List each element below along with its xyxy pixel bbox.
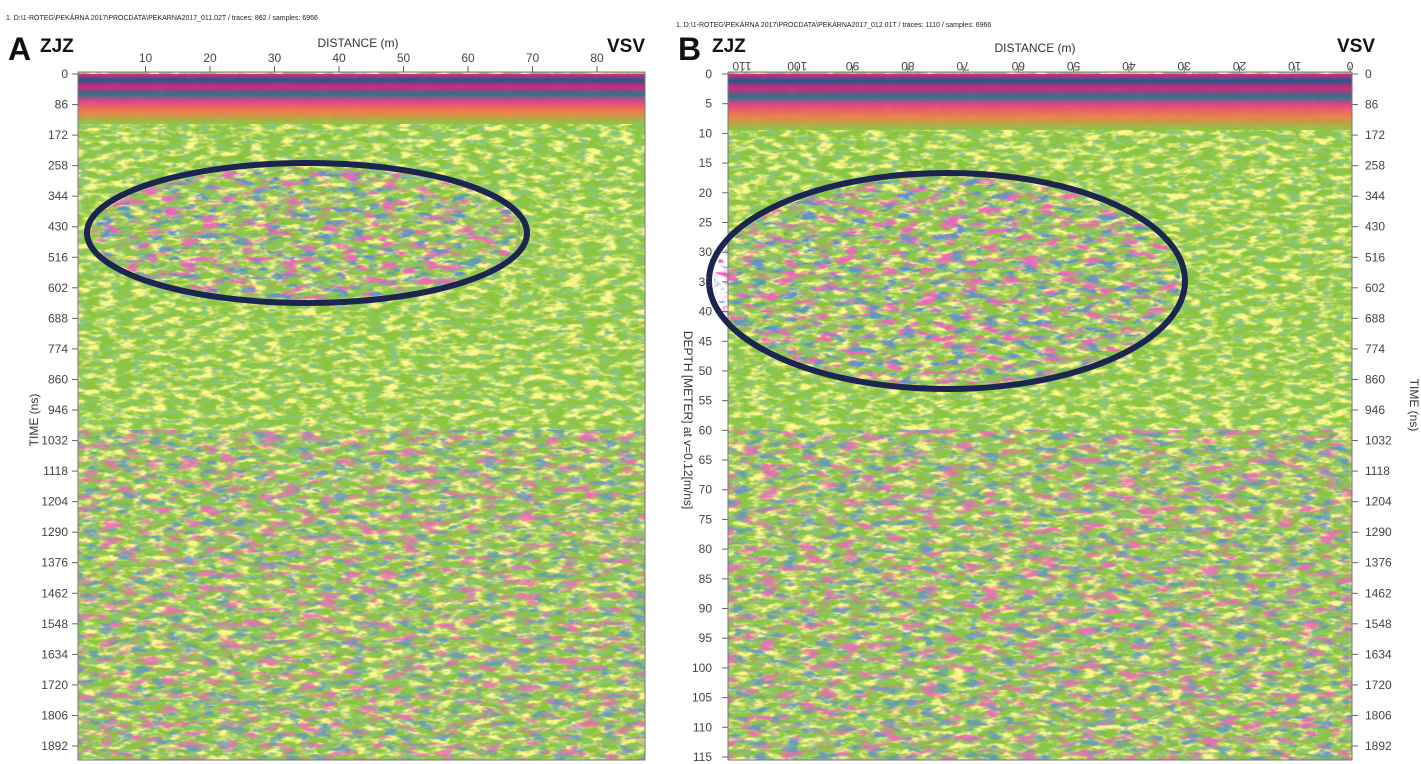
y-tick-label: 45	[699, 334, 713, 348]
y-tick-label: 50	[699, 364, 713, 378]
y-tick-label: 1204	[41, 495, 68, 509]
y-tick-label: 75	[699, 512, 713, 526]
x-tick-label: 70	[526, 51, 540, 65]
y-tick-label: 86	[1365, 98, 1379, 112]
x-tick-label: 30	[268, 51, 282, 65]
y-tick-label: 1376	[1365, 556, 1392, 570]
y-tick-label: 0	[705, 67, 712, 81]
y-tick-label: 95	[699, 631, 713, 645]
x-tick-label: 40	[332, 51, 346, 65]
y-tick-label: 860	[48, 372, 68, 386]
y-tick-label: 1634	[1365, 647, 1392, 661]
y-tick-label: 774	[1365, 342, 1385, 356]
y-tick-label: 602	[48, 281, 68, 295]
radargram-b	[706, 71, 1353, 761]
file-info: 1. D:\1-ROTEG\PEKÁRNA 2017\PROCDATA\PEKA…	[676, 20, 991, 29]
y-tick-label: 15	[699, 156, 713, 170]
y-tick-label: 172	[1365, 128, 1385, 142]
y-tick-label: 1118	[1365, 464, 1390, 478]
y-tick-label: 516	[48, 250, 68, 264]
direction-right: VSV	[607, 36, 645, 57]
y-tick-label: 35	[699, 275, 713, 289]
y-tick-label: 20	[699, 186, 713, 200]
y-tick-label: 100	[692, 661, 712, 675]
y-tick-label: 1462	[41, 586, 68, 600]
y-tick-label: 65	[699, 453, 713, 467]
y-tick-label: 10	[699, 126, 713, 140]
direction-left: ZJZ	[712, 36, 746, 57]
y-tick-label: 1548	[41, 617, 68, 631]
file-info: 1. D:\1-ROTEG\PEKÁRNA 2017\PROCDATA\PEKA…	[6, 13, 318, 22]
y-tick-label: 1462	[1365, 586, 1392, 600]
y-tick-label: 105	[692, 691, 712, 705]
y-tick-label: 0	[61, 67, 68, 81]
panel-label: B	[678, 31, 701, 67]
y-tick-label: 1806	[1365, 708, 1392, 722]
y-tick-label: 172	[48, 128, 68, 142]
y-tick-label: 774	[48, 342, 68, 356]
y-tick-label: 860	[1365, 372, 1385, 386]
y-tick-label: 110	[693, 720, 712, 734]
y-tick-label: 1376	[41, 556, 68, 570]
y-tick-label: 430	[48, 220, 68, 234]
y-tick-label: 30	[699, 245, 713, 259]
x-axis-title: DISTANCE (m)	[994, 41, 1075, 55]
y-tick-label: 258	[48, 159, 68, 173]
y-tick-label: 1720	[41, 678, 68, 692]
y-tick-label: 344	[1365, 189, 1385, 203]
y-tick-label: 70	[699, 483, 713, 497]
x-tick-label: 10	[139, 51, 153, 65]
x-tick-label: 80	[590, 51, 604, 65]
y-tick-label: 5	[705, 97, 712, 111]
y-tick-label: 1032	[1365, 434, 1392, 448]
y-tick-label: 258	[1365, 159, 1385, 173]
x-tick-label: 20	[203, 51, 217, 65]
y-tick-label: 115	[693, 750, 712, 764]
y-tick-label: 344	[48, 189, 68, 203]
y-tick-label: 516	[1365, 250, 1385, 264]
y-tick-label: 602	[1365, 281, 1385, 295]
y-tick-label: 85	[699, 572, 713, 586]
y-tick-label: 1720	[1365, 678, 1392, 692]
radargram-a	[77, 71, 646, 761]
y-tick-label: 1032	[41, 434, 68, 448]
y-tick-label: 55	[699, 394, 713, 408]
y-tick-label: 1290	[1365, 525, 1392, 539]
y-tick-label: 86	[55, 98, 69, 112]
y-tick-label: 1892	[1365, 739, 1392, 753]
time-axis-title: TIME (ns)	[1407, 379, 1421, 432]
y-tick-label: 688	[48, 311, 68, 325]
y-tick-label: 430	[1365, 220, 1385, 234]
y-axis-title: TIME (ns)	[27, 394, 41, 447]
y-tick-label: 688	[1365, 311, 1385, 325]
panel-label: A	[8, 31, 31, 67]
direction-left: ZJZ	[40, 36, 74, 57]
y-tick-label: 80	[699, 542, 713, 556]
direction-right: VSV	[1337, 36, 1375, 57]
y-tick-label: 946	[48, 403, 68, 417]
y-tick-label: 60	[699, 423, 713, 437]
y-tick-label: 1118	[43, 464, 68, 478]
depth-axis-title: DEPTH [METER] at v=0.12[m/ns]	[681, 331, 695, 509]
y-tick-label: 40	[699, 305, 713, 319]
y-tick-label: 1548	[1365, 617, 1392, 631]
y-tick-label: 1290	[41, 525, 68, 539]
y-tick-label: 25	[699, 215, 713, 229]
x-tick-label: 50	[397, 51, 411, 65]
highlight-ellipse	[84, 160, 530, 306]
y-tick-label: 1634	[41, 647, 68, 661]
y-tick-label: 90	[699, 602, 713, 616]
x-axis-title: DISTANCE (m)	[317, 36, 398, 50]
highlight-ellipse	[706, 170, 1188, 392]
y-tick-label: 1806	[41, 708, 68, 722]
y-tick-label: 946	[1365, 403, 1385, 417]
x-tick-label: 60	[461, 51, 475, 65]
y-tick-label: 1892	[41, 739, 68, 753]
y-tick-label: 1204	[1365, 495, 1392, 509]
y-tick-label: 0	[1365, 67, 1372, 81]
